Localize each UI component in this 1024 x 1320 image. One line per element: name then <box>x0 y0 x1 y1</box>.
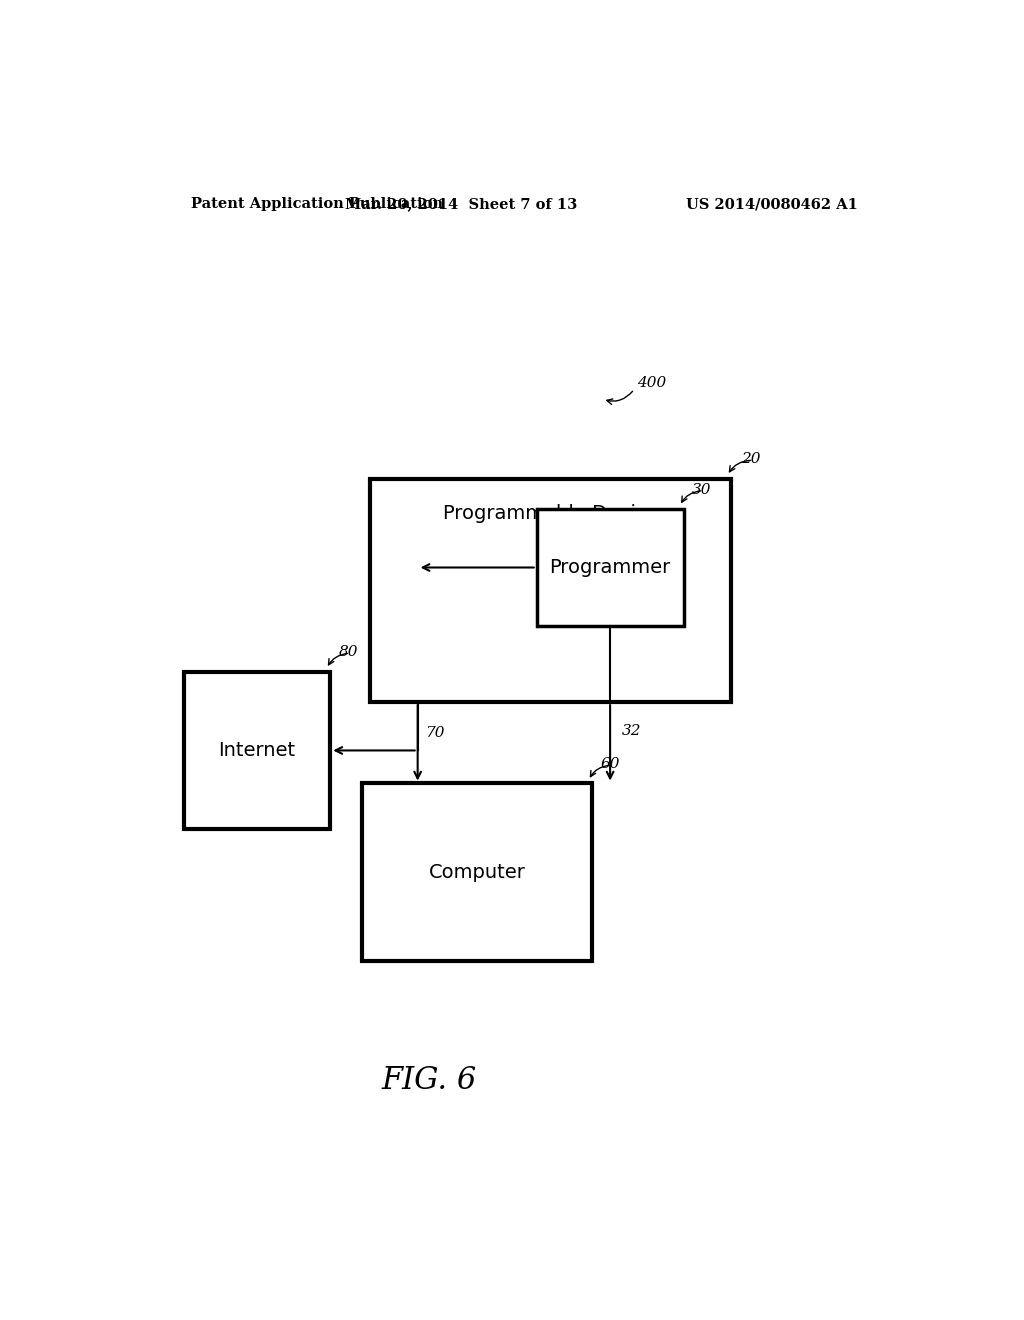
Text: 30: 30 <box>691 483 711 496</box>
Bar <box>370 479 731 702</box>
Text: 70: 70 <box>426 726 445 741</box>
Text: 32: 32 <box>622 723 641 738</box>
Text: Programmable Device: Programmable Device <box>442 504 658 523</box>
Text: 60: 60 <box>600 758 620 771</box>
Text: Mar. 20, 2014  Sheet 7 of 13: Mar. 20, 2014 Sheet 7 of 13 <box>345 197 578 211</box>
Bar <box>183 672 331 829</box>
Text: 80: 80 <box>338 645 357 660</box>
Text: Computer: Computer <box>429 863 525 882</box>
Text: Programmer: Programmer <box>550 558 671 577</box>
Text: 400: 400 <box>638 376 667 391</box>
Text: 20: 20 <box>740 453 760 466</box>
Text: Patent Application Publication: Patent Application Publication <box>191 197 443 211</box>
Text: FIG. 6: FIG. 6 <box>382 1065 477 1096</box>
Text: US 2014/0080462 A1: US 2014/0080462 A1 <box>686 197 858 211</box>
Bar <box>537 510 683 626</box>
Bar <box>362 784 592 961</box>
Text: Internet: Internet <box>218 741 296 760</box>
